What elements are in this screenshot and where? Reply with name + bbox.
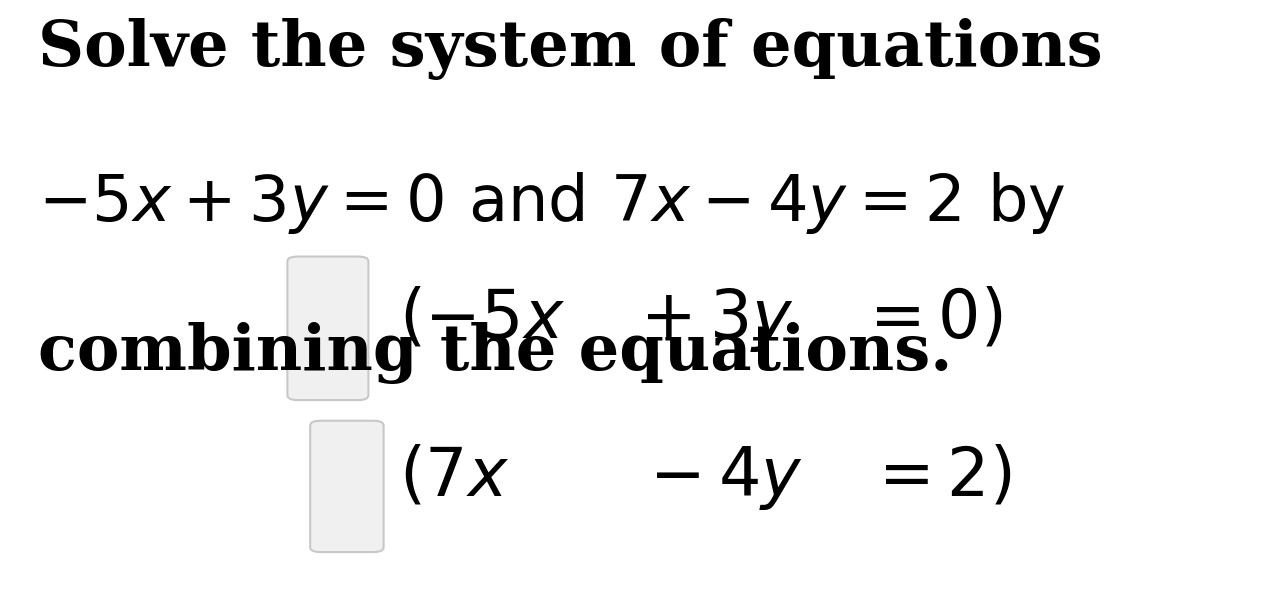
Text: $( - 5x \quad +3y \quad =0)$: $( - 5x \quad +3y \quad =0)$ bbox=[399, 284, 1003, 354]
Text: $(7x \qquad -4y \quad =2)$: $(7x \qquad -4y \quad =2)$ bbox=[399, 442, 1012, 513]
Text: combining the equations.: combining the equations. bbox=[38, 322, 952, 384]
Text: Solve the system of equations: Solve the system of equations bbox=[38, 18, 1103, 80]
FancyBboxPatch shape bbox=[310, 421, 384, 552]
Text: $-5x + 3y = 0$ $\mathrm{and}$ $7x - 4y = 2$ $\mathrm{by}$: $-5x + 3y = 0$ $\mathrm{and}$ $7x - 4y =… bbox=[38, 170, 1066, 237]
FancyBboxPatch shape bbox=[287, 257, 368, 400]
